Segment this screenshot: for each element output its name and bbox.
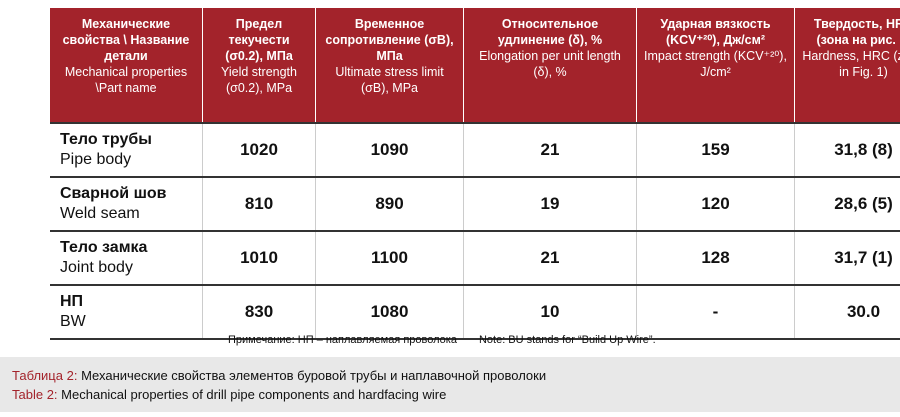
cell: 810 <box>202 176 316 231</box>
row-label-en: BW <box>60 313 86 330</box>
header-en: Elongation per unit length (δ), % <box>479 49 621 79</box>
header-ru: Ударная вязкость (KCV⁺²⁰), Дж/см² <box>660 17 771 47</box>
cell: 19 <box>463 176 637 231</box>
caption-text: Механические свойства элементов буровой … <box>81 368 547 383</box>
cell: 31,7 (1) <box>794 230 900 285</box>
header-en: Ultimate stress limit (σB), MPa <box>335 65 444 95</box>
cell: 1010 <box>202 230 316 285</box>
row: Тело замка Joint body 1010 1100 21 128 31,7 (1… <box>50 230 900 285</box>
header-ru: Твердость, HRC (зона на рис. 1) <box>813 17 900 47</box>
row-label-ru: Тело замка <box>60 239 148 256</box>
caption-label: Таблица 2: <box>12 368 78 383</box>
row-label: НП BW <box>50 284 203 340</box>
cell: 128 <box>636 230 795 285</box>
row-label: Тело трубы Pipe body <box>50 122 203 177</box>
row-label-en: Weld seam <box>60 205 140 222</box>
row-label-en: Pipe body <box>60 151 132 168</box>
caption-label: Table 2: <box>12 387 58 402</box>
header-cell: Относительное удлинение (δ), % Elongation… <box>463 8 637 123</box>
row-label: Сварной шов Weld seam <box>50 176 203 231</box>
header-cell: Твердость, HRC (зона на рис. 1)Hardness,… <box>794 8 900 123</box>
cell: 120 <box>636 176 795 231</box>
cell: 159 <box>636 122 795 177</box>
properties-table: Механические свойства \ Название детали M… <box>50 8 900 340</box>
cell: - <box>636 284 795 340</box>
cell: 1020 <box>202 122 316 177</box>
cell: 21 <box>463 122 637 177</box>
row-label-ru: Тело трубы <box>60 131 152 148</box>
header-row: Механические свойства \ Название детали M… <box>50 8 900 123</box>
caption: Таблица 2: Механические свойства элемент… <box>0 357 900 412</box>
header-cell: Механические свойства \ Название детали M… <box>50 8 203 123</box>
header-ru: Относительное удлинение (δ), % <box>497 17 603 47</box>
cell: 1100 <box>315 230 464 285</box>
header-en: Yield strength (σ0.2), MPa <box>221 65 297 95</box>
note-en: Note: BU stands for “Build Up Wire”. <box>478 334 656 346</box>
cell: 830 <box>202 284 316 340</box>
note: Примечание: НП – наплавляемая проволока N… <box>228 334 656 346</box>
row-label: Тело замка Joint body <box>50 230 203 285</box>
row-label-ru: НП <box>60 293 84 310</box>
header-en: Hardness, HRC (zone in Fig. 1) <box>802 49 900 79</box>
cell: 31,8 (8) <box>794 122 900 177</box>
header-cell: Ударная вязкость (KCV⁺²⁰), Дж/см² Impact … <box>636 8 795 123</box>
header-ru: Временное сопротивление (σB), МПа <box>325 17 454 63</box>
header-cell: Временное сопротивление (σB), МПа Ultimat… <box>315 8 464 123</box>
header-cell: Предел текучести (σ0.2), МПа Yield streng… <box>202 8 316 123</box>
header-ru: Предел текучести (σ0.2), МПа <box>225 17 293 63</box>
cell: 1090 <box>315 122 464 177</box>
cell: 28,6 (5) <box>794 176 900 231</box>
row: Сварной шов Weld seam 810 890 19 120 28,6 (5) <box>50 176 900 231</box>
cell: 890 <box>315 176 464 231</box>
caption-text: Mechanical properties of drill pipe comp… <box>61 387 447 402</box>
row: Тело трубы Pipe body 1020 1090 21 159 31,8 (8) <box>50 122 900 177</box>
row-label-ru: Сварной шов <box>60 185 167 202</box>
caption-line: Таблица 2: Механические свойства элемент… <box>12 366 888 385</box>
note-ru: Примечание: НП – наплавляемая проволока <box>228 334 457 346</box>
cell: 1080 <box>315 284 464 340</box>
row: НП BW 830 1080 10-30.0 <box>50 284 900 340</box>
caption-line: Table 2: Mechanical properties of drill … <box>12 385 888 404</box>
cell: 21 <box>463 230 637 285</box>
cell: 10 <box>463 284 637 340</box>
header-en: Impact strength (KCV⁺²⁰), J/cm² <box>644 49 787 79</box>
row-label-en: Joint body <box>60 259 133 276</box>
cell: 30.0 <box>794 284 900 340</box>
header-en: Mechanical properties \Part name <box>64 65 188 95</box>
header-ru: Механические свойства \ Название детали <box>62 17 190 63</box>
